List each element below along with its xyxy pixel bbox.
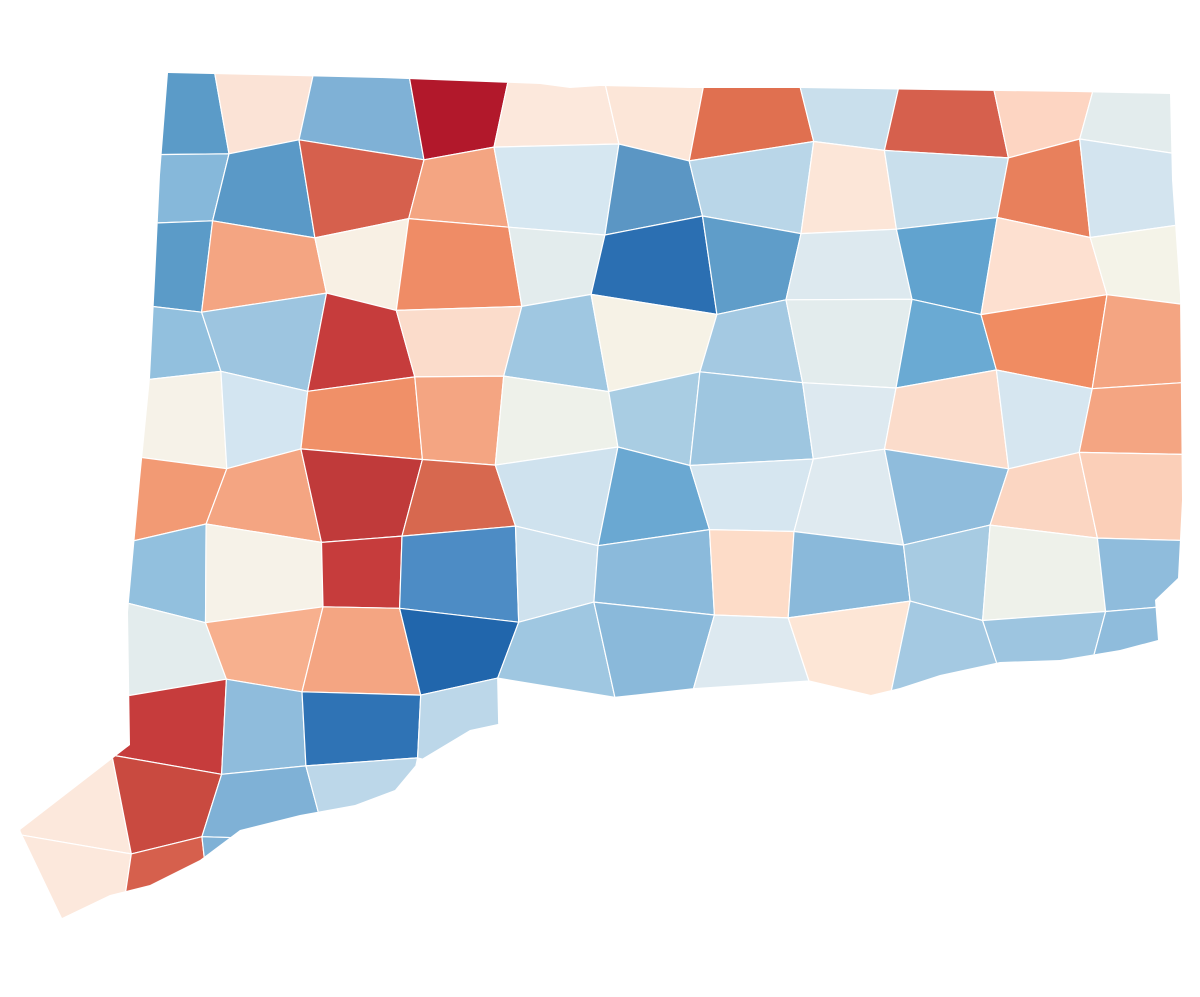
town xyxy=(493,143,620,236)
town xyxy=(201,836,327,918)
town xyxy=(1096,537,1182,613)
town xyxy=(801,382,897,460)
town xyxy=(1078,381,1182,456)
town xyxy=(883,73,1010,159)
town xyxy=(785,298,913,389)
town xyxy=(105,370,228,470)
town xyxy=(300,376,423,461)
town xyxy=(1078,451,1182,542)
town xyxy=(883,149,1010,230)
town xyxy=(399,607,520,696)
towns xyxy=(20,73,1182,918)
town xyxy=(301,691,422,767)
town xyxy=(320,535,403,609)
town xyxy=(981,610,1107,688)
town xyxy=(785,228,913,301)
town xyxy=(221,678,307,775)
town xyxy=(689,458,814,533)
town xyxy=(103,73,230,156)
town xyxy=(395,305,523,378)
town xyxy=(417,677,501,778)
town xyxy=(120,220,214,313)
town xyxy=(395,218,523,311)
town xyxy=(708,528,795,619)
town xyxy=(305,757,419,854)
town xyxy=(1079,138,1182,239)
town xyxy=(981,524,1107,622)
town xyxy=(1091,294,1182,390)
town xyxy=(800,140,898,235)
town xyxy=(103,153,230,225)
town xyxy=(787,600,911,701)
town xyxy=(493,73,620,148)
town xyxy=(201,765,327,842)
town xyxy=(1089,222,1182,307)
town xyxy=(689,371,814,467)
town xyxy=(414,375,505,466)
town xyxy=(399,525,520,623)
